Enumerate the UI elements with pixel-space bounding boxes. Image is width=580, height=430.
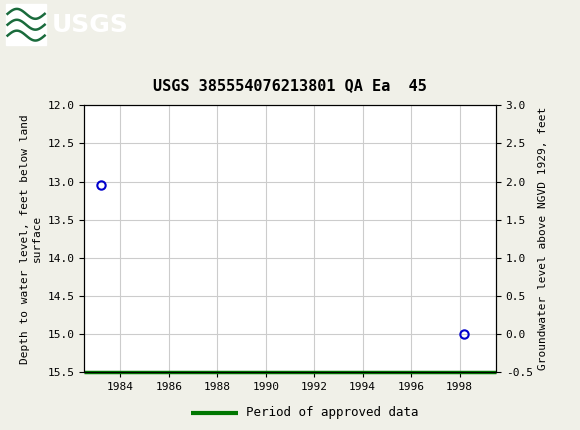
Bar — [6, 4, 46, 46]
Text: Period of approved data: Period of approved data — [246, 406, 419, 419]
Text: USGS 385554076213801 QA Ea  45: USGS 385554076213801 QA Ea 45 — [153, 79, 427, 93]
Y-axis label: Depth to water level, feet below land
surface: Depth to water level, feet below land su… — [20, 114, 42, 363]
Y-axis label: Groundwater level above NGVD 1929, feet: Groundwater level above NGVD 1929, feet — [538, 107, 548, 370]
Text: USGS: USGS — [52, 13, 129, 37]
